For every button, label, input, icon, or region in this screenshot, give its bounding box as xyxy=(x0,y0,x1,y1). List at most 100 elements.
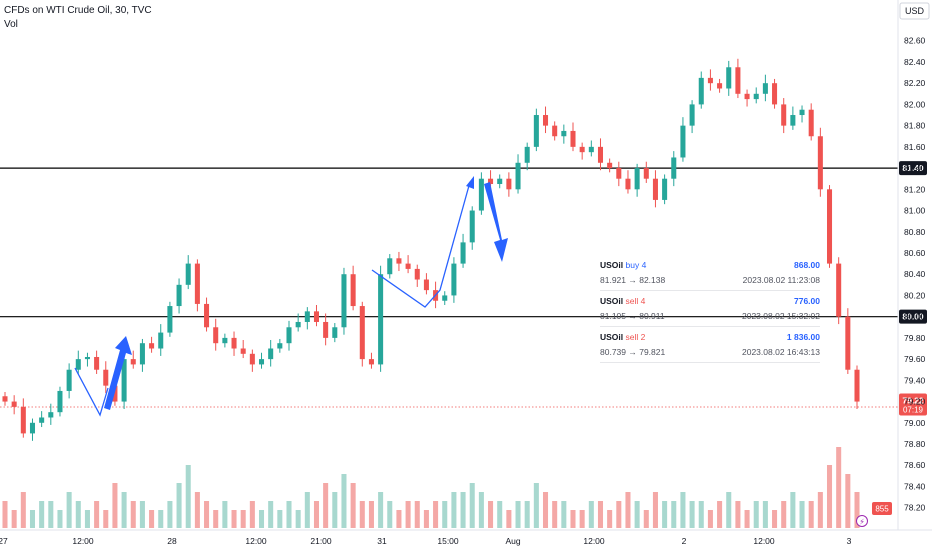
candle-body xyxy=(231,337,237,349)
trade-row[interactable]: USOil sell 2 1 836.00 80.739 → 79.821 20… xyxy=(600,330,820,363)
volume-bar xyxy=(561,501,567,528)
candle-body xyxy=(405,263,411,269)
price-tick-label: 82.40 xyxy=(904,57,926,67)
candle-body xyxy=(552,125,558,137)
time-tick-label: 2 xyxy=(682,536,687,546)
candle-body xyxy=(176,284,182,307)
volume-bar xyxy=(323,483,329,528)
time-tick-label: Aug xyxy=(505,536,520,546)
volume-bar xyxy=(130,501,136,528)
candle-body xyxy=(469,210,475,243)
time-tick-label: 3 xyxy=(847,536,852,546)
volume-bar xyxy=(524,501,530,528)
volume-bar xyxy=(579,510,585,528)
candle-body xyxy=(854,369,860,402)
candle-body xyxy=(332,327,338,338)
volume-bar xyxy=(442,501,448,528)
candle-body xyxy=(66,369,72,391)
candle-body xyxy=(625,178,631,190)
trade-time: 2023.08.02 15:32:02 xyxy=(742,311,820,321)
candle-body xyxy=(249,353,255,365)
candle-body xyxy=(762,83,768,94)
time-tick-label: 21:00 xyxy=(310,536,332,546)
bold-down-arrow xyxy=(484,182,508,262)
candle-body xyxy=(2,396,8,402)
volume-bar xyxy=(762,501,768,528)
level-price-badge xyxy=(899,309,927,324)
candle-body xyxy=(671,157,677,179)
volume-bar xyxy=(11,510,17,528)
volume-bar xyxy=(295,510,301,528)
volume-bar xyxy=(533,483,539,528)
chart-title: CFDs on WTI Crude Oil, 30, TVC xyxy=(4,5,152,16)
volume-bar xyxy=(845,474,851,528)
volume-bar xyxy=(652,492,658,528)
arrow-annotations xyxy=(74,176,508,417)
candle-body xyxy=(368,359,374,365)
volume-bar xyxy=(588,501,594,528)
currency-box xyxy=(899,2,930,20)
volume-bar xyxy=(707,510,713,528)
time-tick-label: 12:00 xyxy=(72,536,94,546)
volume-bar xyxy=(121,492,127,528)
volume-bar xyxy=(387,501,393,528)
candle-body xyxy=(772,83,778,105)
price-tick-label: 79.20 xyxy=(904,397,926,407)
candle-body xyxy=(240,348,246,354)
lightning-icon[interactable] xyxy=(856,515,868,527)
price-tick-label: 78.80 xyxy=(904,439,926,449)
candle-body xyxy=(533,115,539,147)
candle-body xyxy=(597,146,604,163)
candle-body xyxy=(396,258,402,264)
candle-body xyxy=(707,77,713,84)
candle-body xyxy=(808,109,814,137)
volume-bar xyxy=(222,501,228,528)
candle-body xyxy=(689,104,695,126)
trades-panel: USOil buy 4 868.00 81.921 → 82.138 2023.… xyxy=(600,258,820,366)
candle-body xyxy=(817,136,823,190)
candle-body xyxy=(341,274,347,328)
trade-type: buy 4 xyxy=(625,260,647,270)
price-tick-label: 80.80 xyxy=(904,227,926,237)
trade-range: 80.739 → 79.821 xyxy=(600,347,666,357)
candle-body xyxy=(616,168,622,179)
volume-bar xyxy=(84,510,90,528)
candle-body xyxy=(323,321,329,338)
volume-bar xyxy=(625,492,631,528)
price-tick-label: 79.40 xyxy=(904,375,926,385)
price-tick-label: 82.20 xyxy=(904,78,926,88)
candle-body xyxy=(836,263,842,317)
volume-bar xyxy=(75,501,81,528)
trade-row[interactable]: USOil buy 4 868.00 81.921 → 82.138 2023.… xyxy=(600,258,820,291)
candle-body xyxy=(130,359,136,365)
candle-body xyxy=(478,178,484,211)
trade-symbol: USOil xyxy=(600,296,624,306)
candle-body xyxy=(497,178,503,185)
price-tick-label: 81.20 xyxy=(904,184,926,194)
volume-bar xyxy=(854,492,860,528)
price-tick-label: 81.80 xyxy=(904,121,926,131)
currency-label: USD xyxy=(905,6,925,16)
trade-time: 2023.08.02 16:43:13 xyxy=(742,347,820,357)
price-tick-label: 79.00 xyxy=(904,418,926,428)
time-tick-label: 15:00 xyxy=(437,536,459,546)
volume-bar xyxy=(158,510,164,528)
trade-row[interactable]: USOil sell 4 776.00 81.105 → 80.911 2023… xyxy=(600,294,820,327)
price-axis: 82.60 82.40 82.20 82.00 81.80 81.60 81.40 81.20… xyxy=(904,36,926,513)
volume-bar xyxy=(139,501,145,528)
time-tick-label: 28 xyxy=(167,536,177,546)
candle-body xyxy=(744,93,750,100)
volume-bar xyxy=(662,501,668,528)
price-tick-label: 79.60 xyxy=(904,354,926,364)
volume-bar xyxy=(506,510,512,528)
candle-body xyxy=(423,279,429,291)
volume-bar xyxy=(735,501,741,528)
volume-bar xyxy=(112,483,118,528)
trade-symbol: USOil xyxy=(600,260,624,270)
candle-body xyxy=(277,343,283,349)
candle-body xyxy=(506,178,512,190)
candle-body xyxy=(29,422,36,434)
volume-bar xyxy=(368,501,374,528)
candle-body xyxy=(790,115,796,126)
